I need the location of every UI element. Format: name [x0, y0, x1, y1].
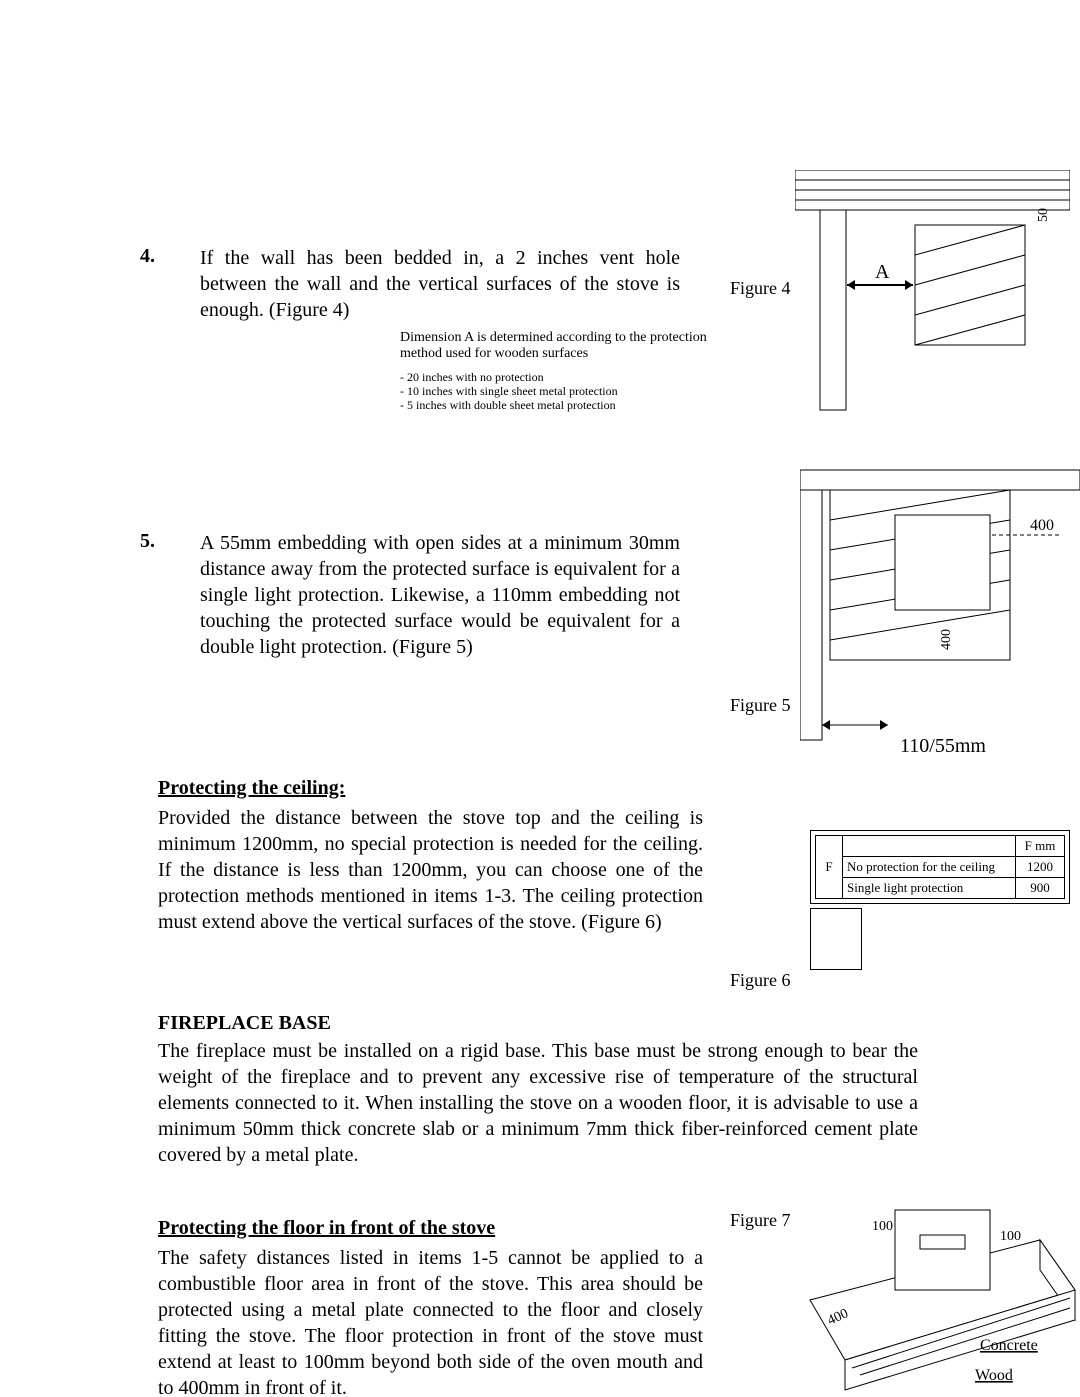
figure-6-label: Figure 6 — [730, 970, 791, 991]
dimension-note-l1: - 20 inches with no protection — [400, 370, 710, 384]
figure-5-label: Figure 5 — [730, 695, 791, 716]
dimension-note-l3: - 5 inches with double sheet metal prote… — [400, 398, 710, 412]
item-5-number: 5. — [140, 530, 155, 553]
figure-7-wood: Wood — [975, 1367, 1013, 1384]
figure-4-fifty: 50 — [1036, 208, 1051, 222]
dimension-note-lead: Dimension A is determined according to t… — [400, 330, 710, 362]
figure-7-concrete: Concrete — [980, 1337, 1038, 1354]
figure-5-400-side: 400 — [939, 629, 954, 650]
item-4-text: If the wall has been bedded in, a 2 inch… — [200, 245, 680, 323]
figure-5-svg: 400 400 — [800, 460, 1080, 760]
floor-heading: Protecting the floor in front of the sto… — [158, 1215, 495, 1241]
base-text: The fireplace must be installed on a rig… — [158, 1038, 918, 1168]
figure-5-400-top: 400 — [1030, 517, 1054, 534]
page: 4. If the wall has been bedded in, a 2 i… — [0, 0, 1080, 1397]
item-5-text: A 55mm embedding with open sides at a mi… — [200, 530, 680, 660]
item-4-number: 4. — [140, 245, 155, 268]
figure-4-A: A — [875, 261, 890, 283]
figure-6-row1-label: No protection for the ceiling — [843, 857, 1016, 878]
ceiling-heading: Protecting the ceiling: — [158, 775, 345, 801]
figure-4-svg: A 50 — [795, 170, 1070, 420]
figure-6-row2-label: Single light protection — [843, 878, 1016, 899]
figure-7-label: Figure 7 — [730, 1210, 791, 1231]
figure-4-label: Figure 4 — [730, 278, 791, 299]
figure-6-F: F — [816, 836, 843, 899]
base-heading: FIREPLACE BASE — [158, 1010, 331, 1036]
figure-6-unit: F mm — [1016, 836, 1065, 857]
figure-7-100-left: 100 — [872, 1219, 893, 1234]
figure-7-100-right: 100 — [1000, 1229, 1021, 1244]
figure-7-svg: 100 100 400 Concrete Wood — [800, 1180, 1080, 1397]
figure-6-row2-val: 900 — [1016, 878, 1065, 899]
floor-text: The safety distances listed in items 1-5… — [158, 1245, 703, 1397]
figure-6-block: F F mm No protection for the ceiling 120… — [810, 830, 1070, 970]
dimension-note-l2: - 10 inches with single sheet metal prot… — [400, 384, 710, 398]
ceiling-text: Provided the distance between the stove … — [158, 805, 703, 935]
figure-6-row1-val: 1200 — [1016, 857, 1065, 878]
figure-5-bottom-dim: 110/55mm — [900, 735, 986, 758]
